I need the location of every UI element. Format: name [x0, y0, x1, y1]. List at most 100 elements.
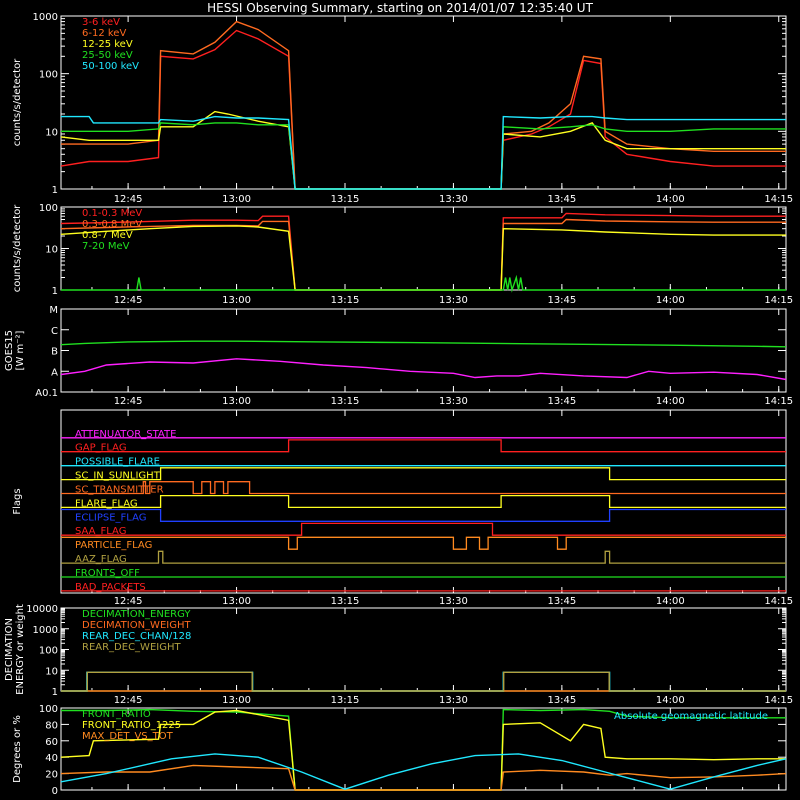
- highE-legend-entry: 7-20 MeV: [82, 241, 130, 252]
- highE-series-line-3: [61, 274, 786, 293]
- decim-legend-entry: REAR_DEC_WEIGHT: [82, 642, 181, 653]
- y-tick-label: 20: [45, 770, 58, 781]
- x-tick-label: 14:00: [656, 396, 685, 407]
- y-tick-label: 1: [52, 185, 58, 196]
- x-tick-label: 12:45: [114, 596, 143, 607]
- x-tick-label: 13:00: [222, 695, 251, 706]
- y-tick-label: M: [49, 305, 58, 316]
- flag-label: POSSIBLE_FLARE: [75, 457, 160, 468]
- lowE-series-line-4: [61, 115, 786, 190]
- y-tick-label: 60: [45, 737, 58, 748]
- flag-label: FLARE_FLAG: [75, 498, 138, 509]
- x-tick-label: 14:15: [764, 695, 793, 706]
- ratio-panel: Degrees or % 0 20 40 60 80 100 FRONT_RATIOFRONT…: [12, 704, 787, 797]
- flag-trace-saa-flag: [61, 522, 786, 536]
- flag-label: SC_TRANSMITTER: [75, 484, 164, 495]
- x-tick-label: 12:45: [114, 396, 143, 407]
- lowE-ylabel: counts/s/detector: [12, 58, 23, 146]
- goes-series-line-0: [60, 340, 787, 348]
- y-tick-label: 100: [39, 704, 58, 715]
- flags-panel: 12:45 13:00 13:15 13:30 13:45 14:00 14:15 Flags…: [12, 409, 793, 607]
- y-tick-label: 1: [52, 687, 58, 698]
- y-tick-label: B: [51, 347, 58, 358]
- x-tick-label: 13:00: [222, 596, 251, 607]
- lowE-legend-entry: 50-100 keV: [82, 61, 139, 72]
- goes-frame: [60, 308, 787, 393]
- x-tick-label: 12:45: [114, 295, 143, 306]
- x-tick-label: 14:00: [656, 596, 685, 607]
- highE-legend-entry: 0.1-0.3 MeV: [82, 208, 142, 219]
- highE-panel: 12:45 13:00 13:15 13:30 13:45 14:00 14:15 count…: [12, 203, 793, 306]
- goes-ylabel: GOES15: [4, 330, 15, 371]
- y-tick-label: 10: [45, 666, 58, 677]
- highE-legend-entry: 0.8-7 MeV: [82, 230, 133, 241]
- lowE-legend-entry: 3-6 keV: [82, 17, 120, 28]
- flag-label: PARTICLE_FLAG: [75, 540, 152, 551]
- y-tick-label: 10: [45, 245, 58, 256]
- decim-series-line-3: [61, 671, 786, 692]
- x-tick-label: 14:15: [764, 396, 793, 407]
- x-tick-label: 12:45: [114, 194, 143, 205]
- flag-trace-gap-flag: [61, 439, 786, 453]
- lowE-series-line-3: [61, 122, 786, 190]
- flag-label: ECLIPSE_FLAG: [75, 512, 146, 523]
- flag-trace-eclipse-flag: [61, 508, 786, 522]
- x-tick-label: 13:15: [331, 194, 360, 205]
- ratio-ylabel: Degrees or %: [12, 715, 23, 783]
- highE-frame: [60, 206, 787, 291]
- x-tick-label: 13:45: [547, 194, 576, 205]
- highE-legend-entry: 0.3-0.8 MeV: [82, 219, 142, 230]
- y-tick-label: 1000: [33, 625, 58, 636]
- flag-label: BAD_PACKETS: [75, 582, 146, 593]
- flag-label: ATTENUATOR_STATE: [75, 429, 176, 440]
- x-tick-label: 13:45: [547, 596, 576, 607]
- x-tick-label: 12:45: [114, 695, 143, 706]
- y-tick-label: 80: [45, 720, 58, 731]
- goes-panel: 12:45 13:00 13:15 13:30 13:45 14:00 14:15 GOES1…: [4, 305, 793, 407]
- highE-series-line-2: [60, 225, 786, 291]
- ratio-annotation: Absolute geomagnetic latitude: [614, 711, 768, 722]
- x-tick-label: 13:30: [439, 194, 468, 205]
- x-tick-label: 13:00: [222, 295, 251, 306]
- x-tick-label: 13:30: [439, 596, 468, 607]
- x-tick-label: 14:00: [656, 695, 685, 706]
- decim-ylabel2: ENERGY or weight: [15, 604, 26, 695]
- x-tick-label: 14:00: [656, 295, 685, 306]
- decim-panel: 12:45 13:00 13:15 13:30 13:45 14:00 14:15 DECIM…: [4, 604, 793, 706]
- y-tick-label: A: [51, 367, 58, 378]
- x-tick-label: 13:00: [222, 194, 251, 205]
- y-tick-label: 40: [45, 753, 58, 764]
- page-title: HESSI Observing Summary, starting on 201…: [207, 1, 593, 15]
- x-tick-label: 13:30: [439, 695, 468, 706]
- y-tick-label: C: [51, 326, 58, 337]
- x-tick-label: 13:00: [222, 396, 251, 407]
- highE-ylabel: counts/s/detector: [12, 204, 23, 292]
- flag-trace-sc-transmitter: [61, 481, 786, 495]
- x-tick-label: 14:00: [656, 194, 685, 205]
- x-tick-label: 13:15: [331, 695, 360, 706]
- y-tick-label: A0.1: [35, 388, 58, 399]
- flag-trace-flare-flag: [61, 494, 786, 509]
- decim-series-line-2: [61, 671, 786, 692]
- x-tick-label: 14:15: [764, 194, 793, 205]
- x-tick-label: 13:15: [331, 295, 360, 306]
- y-tick-label: 10: [45, 127, 58, 138]
- lowE-series-line-0: [60, 29, 786, 190]
- decim-legend-entry: DECIMATION_ENERGY: [82, 609, 191, 620]
- x-tick-label: 13:15: [331, 596, 360, 607]
- ratio-legend-entry: FRONT_RATIO_1225: [82, 720, 181, 731]
- flag-trace-sc-in-sunlight: [61, 467, 786, 481]
- ratio-legend-entry: MAX_DET_VS_TOT: [82, 731, 174, 742]
- decim-legend-entry: REAR_DEC_CHAN/128: [82, 631, 191, 642]
- lowE-frame: [60, 15, 787, 190]
- x-tick-label: 13:45: [547, 396, 576, 407]
- x-tick-label: 14:15: [764, 295, 793, 306]
- flag-trace-aaz-flag: [61, 550, 786, 564]
- y-tick-label: 1: [52, 286, 58, 297]
- flag-label: SAA_FLAG: [75, 526, 126, 537]
- lowE-panel: 12:45 13:00 13:15 13:30 13:45 14:00 14:15 count…: [12, 12, 793, 205]
- highE-series-line-1: [60, 218, 786, 291]
- flags-ylabel: Flags: [12, 488, 23, 514]
- ratio-series-line-3: [60, 753, 787, 790]
- y-tick-label: 100: [39, 646, 58, 657]
